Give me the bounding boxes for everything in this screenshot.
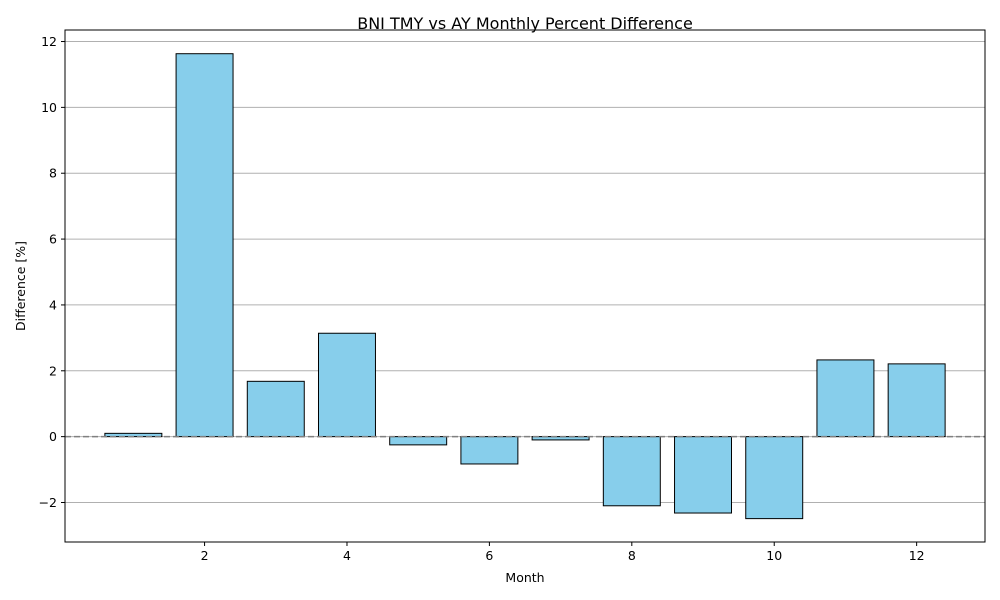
bar-month-10	[745, 436, 804, 520]
bar-month-4	[317, 332, 376, 438]
y-tick-label: 2	[49, 363, 57, 378]
y-tick-label: 6	[49, 232, 57, 247]
bar-month-5	[389, 436, 448, 446]
bar-month-6	[460, 436, 519, 465]
y-tick-label: 0	[49, 429, 57, 444]
bar-month-11	[816, 359, 875, 438]
bar-month-8	[602, 436, 661, 507]
x-tick-label: 12	[909, 548, 925, 563]
x-tick-label: 8	[628, 548, 636, 563]
x-axis-label: Month	[505, 570, 544, 585]
y-tick-label: −2	[39, 495, 57, 510]
plot-area-frame	[64, 29, 986, 543]
y-tick-label: 10	[41, 100, 57, 115]
y-axis-label: Difference [%]	[13, 241, 28, 331]
y-tick-label: 8	[49, 166, 57, 181]
y-tick-label: 12	[41, 34, 57, 49]
y-axis-ticks: −2 0 2 4 6 8 10 12	[39, 34, 65, 510]
x-tick-label: 2	[201, 548, 209, 563]
bar-month-2	[175, 53, 234, 438]
y-tick-label: 4	[49, 297, 57, 312]
x-axis-ticks: 2 4 6 8 10 12	[201, 542, 925, 563]
bar-month-9	[674, 436, 733, 514]
chart-title: BNI TMY vs AY Monthly Percent Difference	[357, 14, 693, 33]
x-tick-label: 6	[485, 548, 493, 563]
bar-month-12	[887, 363, 946, 438]
bar-month-3	[246, 380, 305, 438]
bars	[104, 53, 946, 520]
x-tick-label: 10	[766, 548, 782, 563]
x-tick-label: 4	[343, 548, 351, 563]
